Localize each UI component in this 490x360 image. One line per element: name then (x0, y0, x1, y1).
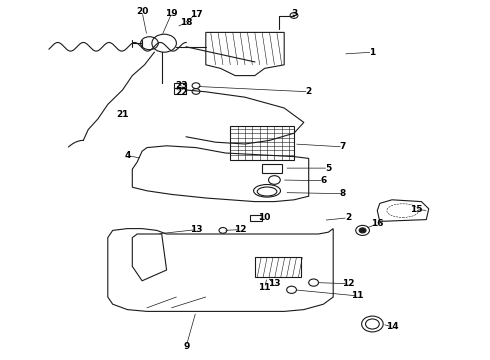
Text: 18: 18 (180, 18, 193, 27)
Text: 3: 3 (291, 9, 297, 18)
Text: 10: 10 (258, 212, 271, 222)
Text: 19: 19 (165, 9, 178, 18)
Text: 23: 23 (175, 81, 188, 90)
Circle shape (359, 228, 366, 233)
Text: 17: 17 (190, 10, 202, 19)
Text: 8: 8 (340, 189, 346, 198)
Text: 20: 20 (136, 8, 148, 17)
Text: 5: 5 (325, 164, 331, 173)
Bar (174, 83, 186, 88)
Text: 15: 15 (410, 205, 423, 214)
Bar (174, 88, 186, 94)
Bar (262, 164, 282, 173)
Text: 7: 7 (340, 143, 346, 152)
Text: 1: 1 (369, 48, 375, 57)
Text: 4: 4 (124, 151, 131, 160)
Text: 13: 13 (268, 279, 281, 288)
Text: 2: 2 (306, 87, 312, 96)
Bar (250, 215, 262, 221)
Bar (255, 257, 301, 277)
Text: 12: 12 (234, 225, 246, 234)
Text: 11: 11 (351, 292, 364, 300)
Text: 6: 6 (320, 176, 326, 185)
Text: 16: 16 (371, 220, 384, 229)
Text: 9: 9 (183, 342, 190, 351)
Text: 2: 2 (345, 213, 351, 222)
Text: 14: 14 (386, 323, 398, 331)
Text: 11: 11 (258, 284, 271, 292)
Text: 21: 21 (116, 110, 129, 119)
Text: 22: 22 (175, 89, 188, 98)
Text: 13: 13 (190, 225, 202, 234)
Bar (230, 126, 294, 160)
Text: 12: 12 (342, 279, 354, 288)
